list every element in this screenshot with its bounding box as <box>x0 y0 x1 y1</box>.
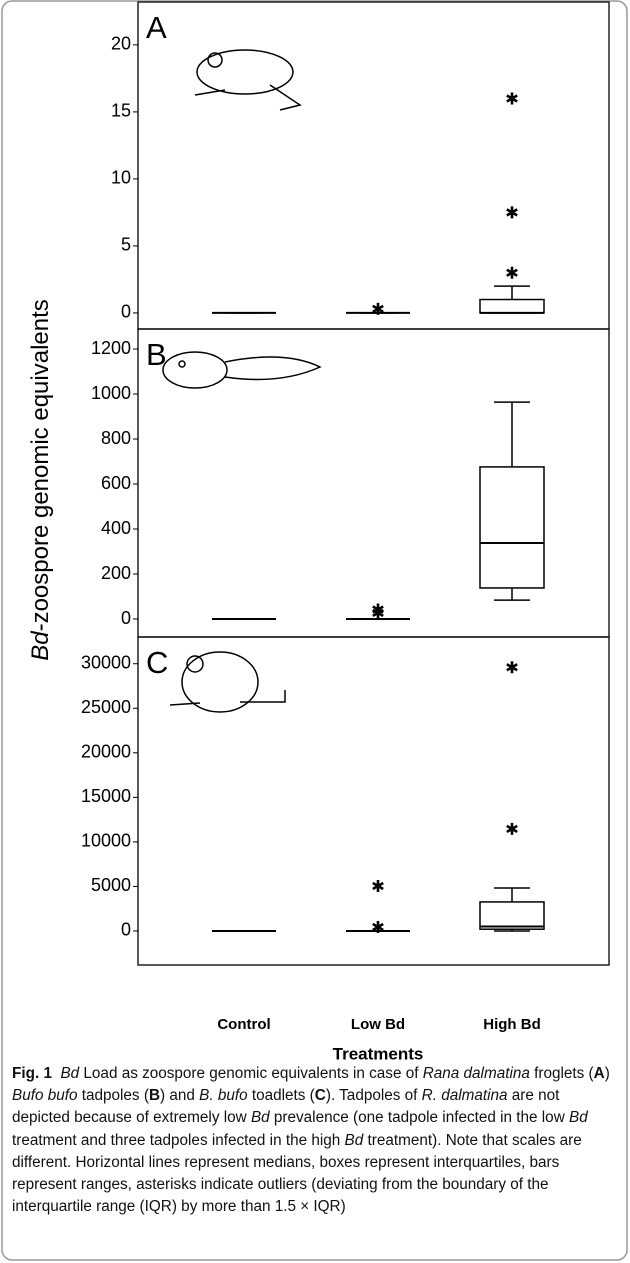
y-tick-label: 600 <box>101 473 131 493</box>
y-tick-label: 0 <box>121 608 131 628</box>
tadpole-illustration <box>162 351 322 389</box>
outlier <box>506 822 518 835</box>
caption-run: froglets ( <box>529 1065 594 1082</box>
y-tick-label: 0 <box>121 920 131 940</box>
outlier <box>372 302 384 315</box>
caption-run: Load as zoospore genomic equivalents in … <box>79 1065 423 1082</box>
caption-run: Bd <box>250 1109 270 1127</box>
outlier <box>506 661 518 674</box>
y-tick-label: 15000 <box>81 786 131 806</box>
x-tick-label: Low Bd <box>351 1016 405 1033</box>
y-tick-label: 400 <box>101 518 131 538</box>
caption-run: C <box>314 1087 326 1105</box>
caption-run: are not depicted because of extremely lo… <box>12 1087 564 1127</box>
y-tick-label: 1200 <box>91 338 131 358</box>
y-axis-label: Bd-zoospore genomic equivalents <box>27 299 54 661</box>
figure-caption: Fig. 1 Bd Load as zoospore genomic equiv… <box>12 1063 618 1218</box>
y-tick-label: 200 <box>101 563 131 583</box>
panel-frame <box>137 636 610 966</box>
panel-label: C <box>146 645 168 680</box>
toadlet-illustration <box>169 651 286 713</box>
y-tick-label: 10 <box>111 168 131 188</box>
panel-label: B <box>146 337 167 372</box>
y-tick-label: 800 <box>101 428 131 448</box>
outlier <box>506 266 518 279</box>
y-tick-label: 20000 <box>81 742 131 762</box>
panel-label: A <box>146 10 167 45</box>
box <box>479 901 545 930</box>
y-axis-label-part: -zoospore genomic equivalents <box>27 299 54 631</box>
caption-run: B. bufo <box>199 1087 248 1105</box>
caption-run: B <box>148 1087 160 1105</box>
x-tick-label: High Bd <box>483 1016 541 1033</box>
y-tick-label: 10000 <box>81 831 131 851</box>
caption-run: A <box>593 1065 605 1082</box>
caption-run: ). Tadpoles of <box>325 1087 422 1105</box>
caption-run: ) <box>604 1065 615 1082</box>
y-tick-label: 15 <box>111 101 131 121</box>
outlier <box>372 920 384 933</box>
outlier <box>372 879 384 892</box>
frog-illustration <box>194 49 302 111</box>
box <box>479 466 545 589</box>
x-tick-label: Control <box>217 1016 270 1033</box>
panel-frame <box>137 1 610 330</box>
caption-run: Fig. 1 <box>12 1065 52 1082</box>
y-tick-label: 5 <box>121 235 131 255</box>
caption-run: toadlets ( <box>247 1087 315 1105</box>
outlier <box>506 92 518 105</box>
caption-run: Bd <box>60 1065 80 1082</box>
caption-run: treatment and three tadpoles infected in… <box>12 1109 592 1149</box>
caption-run: R. dalmatina <box>421 1087 508 1105</box>
caption-run: tadpoles ( <box>77 1087 149 1105</box>
y-axis-label-part: Bd <box>27 631 54 661</box>
y-tick-label: 5000 <box>91 875 131 895</box>
y-tick-label: 1000 <box>91 383 131 403</box>
box <box>479 298 545 314</box>
caption-run: prevalence (one tadpole infected in the … <box>269 1109 569 1127</box>
caption-run: Bufo bufo <box>12 1087 78 1105</box>
y-tick-label: 20 <box>111 34 131 54</box>
caption-run: Rana dalmatina <box>422 1065 530 1082</box>
caption-run: ) and <box>160 1087 200 1105</box>
caption-run: Bd <box>569 1109 588 1127</box>
x-axis-label: Treatments <box>333 1044 424 1063</box>
caption-run: treatment). Note that scales are differe… <box>12 1131 586 1216</box>
y-tick-label: 25000 <box>81 697 131 717</box>
caption-run: Bd <box>344 1131 364 1149</box>
y-tick-label: 30000 <box>81 652 131 672</box>
outlier <box>506 206 518 219</box>
y-tick-label: 0 <box>121 302 131 322</box>
outlier <box>372 603 384 616</box>
